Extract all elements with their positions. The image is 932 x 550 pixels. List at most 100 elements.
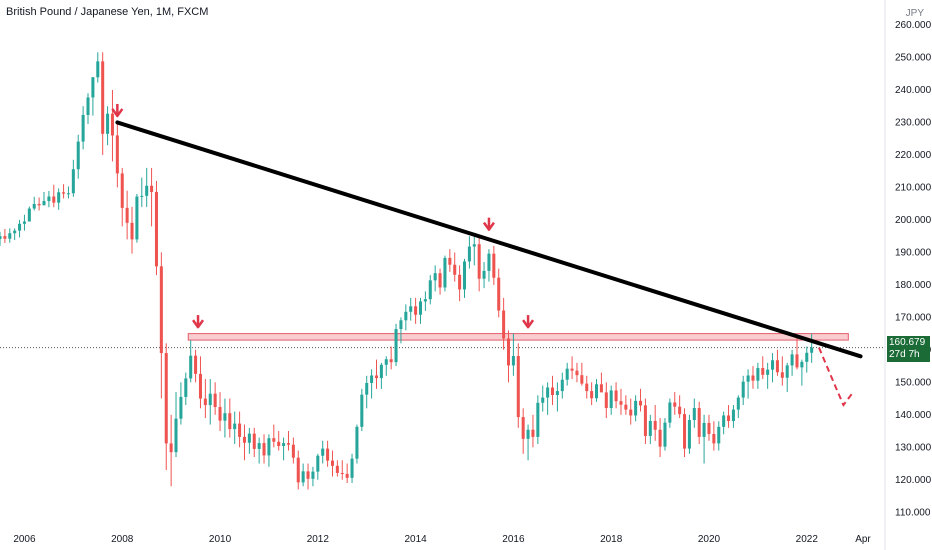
candle-body <box>448 257 452 265</box>
candle-body <box>272 438 276 442</box>
down-arrow-head <box>482 221 495 231</box>
candle-body <box>86 97 90 115</box>
candle-body <box>37 203 41 206</box>
candle-body <box>658 429 662 447</box>
candle-body <box>467 246 471 262</box>
candle-body <box>462 261 467 290</box>
projection-path <box>818 347 855 408</box>
candle-body <box>643 405 647 436</box>
candle-body <box>296 457 300 483</box>
candle-body <box>639 400 643 406</box>
candle-body <box>330 460 335 466</box>
candle-body <box>335 465 339 473</box>
candle-body <box>409 306 413 312</box>
chart-title: British Pound / Japanese Yen, 1M, FXCM <box>6 6 209 18</box>
resistance-zone <box>187 333 849 341</box>
candle-body <box>27 208 31 222</box>
candle-body <box>497 277 501 311</box>
x-tick-label: 2008 <box>111 534 134 545</box>
x-tick-label: 2020 <box>698 534 721 545</box>
candle-body <box>242 436 246 443</box>
candle-body <box>687 420 691 449</box>
candle-body <box>316 455 320 472</box>
candle-body <box>189 355 193 379</box>
candle-body <box>438 273 442 288</box>
candle-body <box>727 415 731 421</box>
candle-body <box>18 223 22 231</box>
candle-body <box>306 471 310 479</box>
candle-body <box>423 299 427 302</box>
trendline <box>115 120 863 359</box>
candle-body <box>653 420 657 430</box>
candle-body <box>648 420 652 436</box>
candle-body <box>722 415 726 427</box>
candle-body <box>595 384 599 399</box>
candle-body <box>614 390 618 402</box>
candle-body <box>282 443 286 446</box>
candle-body <box>0 236 2 240</box>
candle-body <box>350 458 354 478</box>
candle-body <box>702 422 706 437</box>
candle-body <box>389 359 393 363</box>
y-tick-label: 180.000 <box>895 280 932 291</box>
candle-body <box>384 359 388 365</box>
candle-body <box>399 320 403 330</box>
y-tick-label: 210.000 <box>895 182 932 193</box>
candle-body <box>546 387 550 398</box>
candle-body <box>453 264 457 275</box>
candle-body <box>198 373 202 399</box>
candle-body <box>751 375 755 381</box>
candle-body <box>135 196 139 240</box>
last-price: 160.679 <box>889 337 926 348</box>
candle-body <box>741 381 745 398</box>
x-tick-label: 2018 <box>600 534 623 545</box>
candle-body <box>360 394 364 427</box>
candle-body <box>179 396 183 419</box>
candle-body <box>115 135 119 174</box>
candle-body <box>624 404 628 410</box>
candle-body <box>683 414 687 449</box>
candle-body <box>585 383 589 392</box>
candle-body <box>531 429 535 437</box>
candle-body <box>712 433 716 444</box>
candle-body <box>355 426 359 459</box>
candle-body <box>321 448 325 456</box>
candle-body <box>184 378 188 397</box>
candle-body <box>66 193 70 195</box>
candle-body <box>433 273 437 281</box>
candle-body <box>233 423 237 430</box>
candle-body <box>785 365 789 378</box>
candle-body <box>345 473 349 478</box>
candle-body <box>580 375 584 384</box>
candle-body <box>257 443 261 449</box>
candle-body <box>340 472 344 474</box>
currency-label: JPY <box>905 8 924 19</box>
candle-body <box>555 391 559 395</box>
candle-body <box>707 422 711 434</box>
candle-body <box>101 61 105 134</box>
candle-body <box>3 236 7 239</box>
candle-body <box>223 413 227 421</box>
candle-body <box>47 196 51 202</box>
y-tick-label: 170.000 <box>895 312 932 323</box>
candle-body <box>570 368 574 371</box>
y-tick-label: 140.000 <box>895 410 932 421</box>
candle-body <box>443 257 447 288</box>
countdown: 27d 7h <box>889 349 920 360</box>
candle-body <box>13 230 17 234</box>
candle-body <box>228 413 232 430</box>
down-arrow-head <box>522 319 535 329</box>
candle-body <box>218 407 222 421</box>
candle-body <box>609 390 613 408</box>
candle-body <box>120 173 124 208</box>
candle-body <box>208 393 212 406</box>
y-tick-label: 260.000 <box>895 20 932 31</box>
candle-body <box>418 301 423 315</box>
candle-body <box>565 368 569 380</box>
x-tick-label: 2022 <box>796 534 819 545</box>
candle-body <box>736 397 740 410</box>
candle-body <box>775 360 779 373</box>
candle-body <box>379 364 383 379</box>
candle-body <box>766 369 770 375</box>
